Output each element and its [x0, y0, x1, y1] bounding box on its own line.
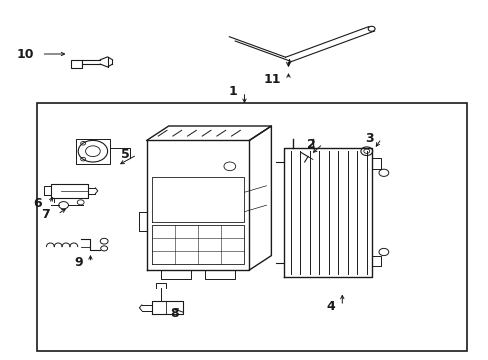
Bar: [37, 103, 466, 351]
Text: 9: 9: [74, 256, 83, 269]
Text: 6: 6: [33, 197, 41, 210]
Text: 5: 5: [121, 148, 129, 161]
Text: 7: 7: [41, 208, 50, 221]
Text: 4: 4: [325, 300, 334, 312]
Text: 1: 1: [228, 85, 237, 98]
Text: 3: 3: [365, 132, 373, 145]
Text: 11: 11: [263, 73, 281, 86]
Text: 2: 2: [306, 138, 315, 150]
Text: 8: 8: [169, 307, 178, 320]
Text: 10: 10: [17, 48, 34, 60]
Bar: [71, 60, 81, 68]
